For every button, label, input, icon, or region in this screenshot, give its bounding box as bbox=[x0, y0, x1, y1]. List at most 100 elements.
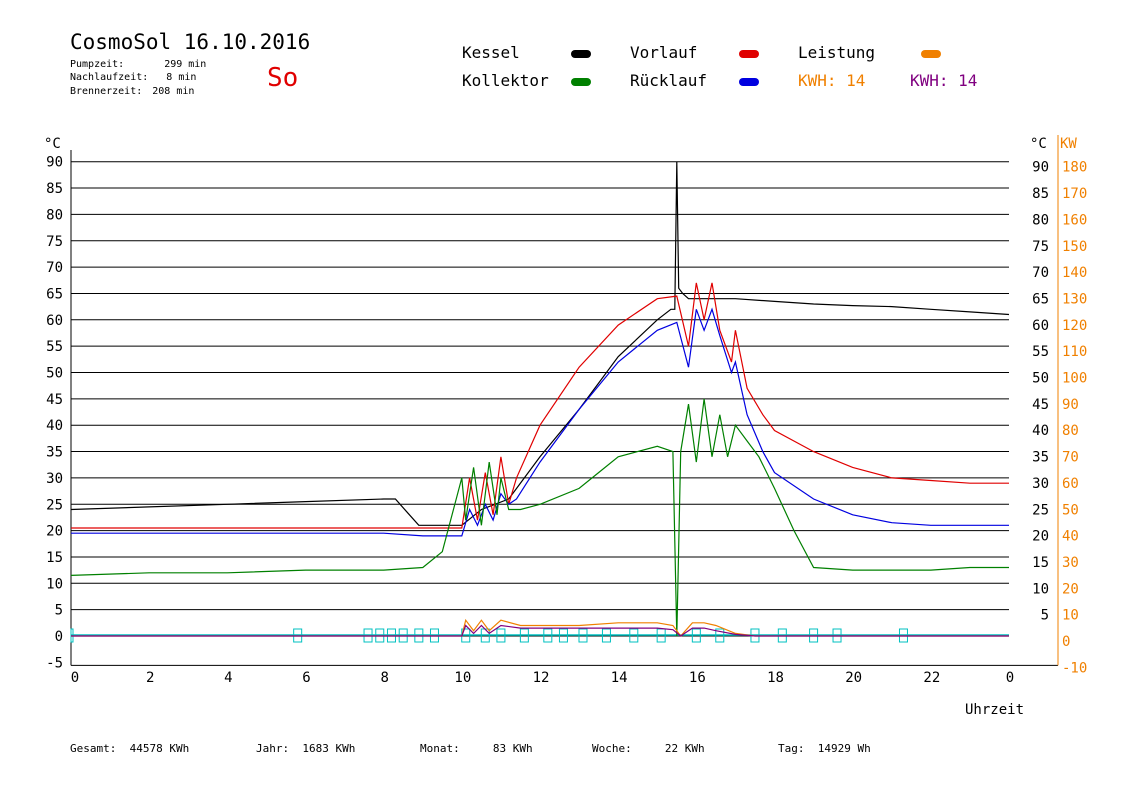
y-tick-power: 90 bbox=[1062, 397, 1079, 413]
y-tick-power: 150 bbox=[1062, 239, 1087, 255]
y-tick-left: 20 bbox=[46, 524, 63, 540]
weekday-label: So bbox=[267, 63, 299, 93]
y-tick-left: 10 bbox=[46, 576, 63, 592]
info-label: Pumpzeit: bbox=[70, 59, 125, 70]
y-tick-left: 50 bbox=[46, 366, 63, 382]
y-tick-left: 15 bbox=[46, 550, 63, 566]
legend-kessel-label: Kessel bbox=[462, 43, 520, 62]
stat-value: 22 KWh bbox=[664, 742, 705, 755]
legend-leistung-label: Leistung bbox=[798, 43, 876, 62]
pump-marker bbox=[558, 628, 568, 643]
y-tick-power: 30 bbox=[1062, 555, 1079, 571]
y-tick-right: 35 bbox=[1032, 450, 1049, 466]
y-tick-left: 0 bbox=[55, 629, 63, 645]
y-tick-left: 60 bbox=[46, 313, 63, 329]
pump-marker bbox=[519, 628, 529, 643]
series-line-leistung bbox=[71, 618, 1009, 637]
y-tick-right: 50 bbox=[1032, 371, 1049, 387]
pump-marker bbox=[496, 628, 506, 643]
stat-label: Jahr: bbox=[256, 742, 290, 755]
y-tick-power: -10 bbox=[1062, 660, 1087, 676]
temperature-chart: 908580757065605550454035302520151050-590… bbox=[44, 135, 1087, 686]
pump-marker bbox=[629, 628, 639, 643]
y-unit-left: °C bbox=[44, 136, 61, 152]
y-tick-left: 85 bbox=[46, 181, 63, 197]
y-tick-right: 75 bbox=[1032, 239, 1049, 255]
y-tick-power: 60 bbox=[1062, 476, 1079, 492]
y-tick-power: 0 bbox=[1062, 634, 1070, 650]
info-label: Nachlaufzeit: bbox=[70, 72, 149, 83]
y-tick-power: 160 bbox=[1062, 212, 1087, 228]
x-tick: 6 bbox=[302, 670, 310, 686]
y-tick-right: 90 bbox=[1032, 160, 1049, 176]
stat-value: 1683 KWh bbox=[302, 742, 356, 755]
y-tick-power: 180 bbox=[1062, 160, 1087, 176]
pump-marker bbox=[715, 628, 725, 643]
stat-label: Monat: bbox=[420, 742, 460, 755]
chart-series bbox=[70, 161, 1010, 637]
pump-marker bbox=[578, 628, 588, 643]
info-value: 8 min bbox=[166, 72, 197, 83]
y-tick-right: 15 bbox=[1032, 555, 1049, 571]
series-line-rücklauf bbox=[71, 307, 1009, 537]
y-tick-left: 5 bbox=[55, 603, 63, 619]
pump-marker bbox=[543, 628, 553, 643]
y-tick-right: 25 bbox=[1032, 502, 1049, 518]
y-tick-right: 60 bbox=[1032, 318, 1049, 334]
chart-labels: 908580757065605550454035302520151050-590… bbox=[44, 136, 1087, 686]
x-tick: 2 bbox=[146, 670, 154, 686]
legend-kessel-swatch bbox=[571, 50, 591, 58]
stat-monat: Monat: 83 KWh bbox=[420, 742, 533, 755]
y-tick-right: 70 bbox=[1032, 265, 1049, 281]
y-tick-right: 30 bbox=[1032, 476, 1049, 492]
series-line-vorlauf bbox=[71, 282, 1009, 529]
x-tick: 0 bbox=[71, 670, 79, 686]
pump-marker bbox=[691, 628, 701, 643]
info-value: 208 min bbox=[152, 86, 195, 97]
stat-label: Woche: bbox=[592, 742, 632, 755]
x-tick: 12 bbox=[533, 670, 550, 686]
chart-axes bbox=[70, 135, 1059, 666]
series-line-kessel bbox=[70, 161, 1010, 526]
y-tick-left: 75 bbox=[46, 234, 63, 250]
x-tick: 14 bbox=[611, 670, 628, 686]
y-tick-right: 80 bbox=[1032, 212, 1049, 228]
pump-marker bbox=[601, 628, 611, 643]
stat-woche: Woche: 22 KWh bbox=[592, 742, 705, 755]
y-tick-left: -5 bbox=[46, 655, 63, 671]
legend-vorlauf-swatch bbox=[739, 50, 759, 58]
y-tick-power: 40 bbox=[1062, 529, 1079, 545]
series-line-kollektor bbox=[70, 398, 1009, 637]
y-tick-right: 85 bbox=[1032, 186, 1049, 202]
x-tick: 8 bbox=[380, 670, 388, 686]
series-line-kwh bbox=[71, 624, 1009, 637]
legend-ruecklauf-label: Rücklauf bbox=[630, 71, 708, 90]
y-tick-left: 25 bbox=[46, 497, 63, 513]
legend-vorlauf-label: Vorlauf bbox=[630, 43, 698, 62]
info-value: 299 min bbox=[164, 59, 207, 70]
info-label: Brennerzeit: bbox=[70, 86, 143, 97]
y-tick-left: 40 bbox=[46, 418, 63, 434]
x-axis-label: Uhrzeit bbox=[965, 702, 1025, 718]
x-tick: 0 bbox=[1006, 670, 1014, 686]
x-tick: 22 bbox=[923, 670, 940, 686]
y-tick-power: 80 bbox=[1062, 423, 1079, 439]
y-tick-power: 50 bbox=[1062, 502, 1079, 518]
x-tick: 10 bbox=[454, 670, 471, 686]
legend-kollektor-label: Kollektor bbox=[462, 71, 549, 90]
stat-value: 14929 Wh bbox=[817, 742, 871, 755]
legend-kollektor-swatch bbox=[571, 78, 591, 86]
chart-grid bbox=[71, 161, 1058, 666]
y-tick-power: 140 bbox=[1062, 265, 1087, 281]
y-tick-left: 30 bbox=[46, 471, 63, 487]
y-tick-power: 10 bbox=[1062, 608, 1079, 624]
y-unit-power: KW bbox=[1060, 136, 1077, 152]
y-unit-right: °C bbox=[1030, 136, 1047, 152]
stat-value: 83 KWh bbox=[492, 742, 533, 755]
y-tick-right: 65 bbox=[1032, 291, 1049, 307]
info-nachlaufzeit: Nachlaufzeit: 8 min bbox=[70, 71, 196, 84]
y-tick-power: 170 bbox=[1062, 186, 1087, 202]
stat-tag: Tag: 14929 Wh bbox=[778, 742, 871, 755]
y-tick-power: 120 bbox=[1062, 318, 1087, 334]
y-tick-power: 100 bbox=[1062, 371, 1087, 387]
